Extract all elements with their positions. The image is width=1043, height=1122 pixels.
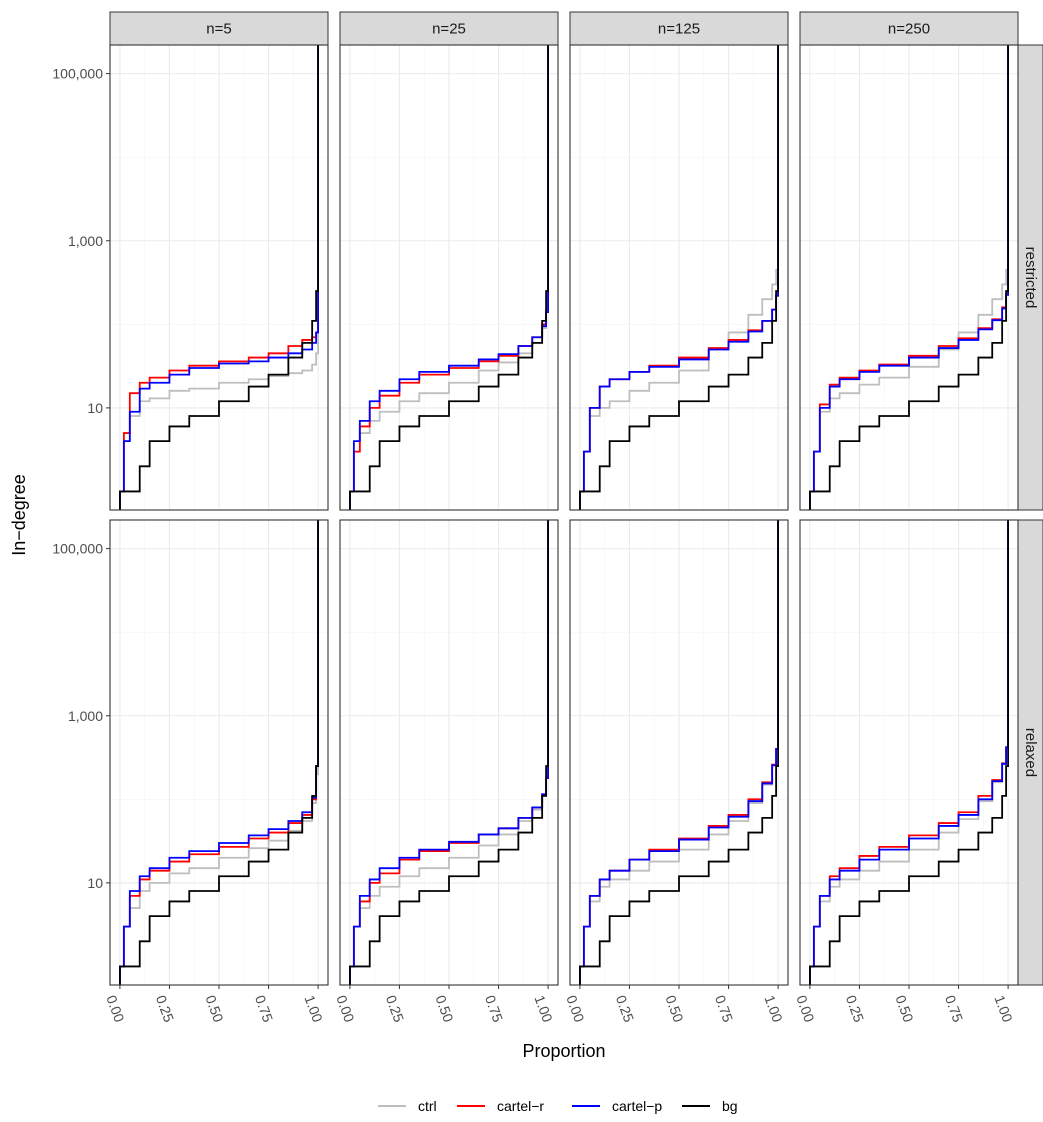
strip-background <box>1017 44 1043 511</box>
strip-background <box>569 11 789 46</box>
panel-border <box>339 44 559 511</box>
series-line-cartel-p <box>809 520 1009 985</box>
y-tick-label: 100,000 <box>52 541 103 557</box>
strip-label: restricted <box>1022 247 1039 309</box>
series-line-bg <box>809 45 1009 510</box>
legend-item-bg: bg <box>682 1098 738 1114</box>
strip-label: n=5 <box>206 21 231 38</box>
x-tick-label: 0.75 <box>482 993 506 1024</box>
x-tick-label: 0.75 <box>942 993 966 1024</box>
strip-background <box>799 11 1019 46</box>
y-axis-title: In−degree <box>9 474 29 556</box>
panel-border <box>109 44 329 511</box>
legend-item-cartel-p: cartel−p <box>572 1098 662 1114</box>
strip-label: n=25 <box>432 21 466 38</box>
facet-strip-restricted: restricted <box>1017 44 1043 511</box>
x-tick-label: 0.50 <box>432 993 456 1024</box>
series-line-bg <box>349 45 549 510</box>
series-line-cartel-r <box>809 45 1009 510</box>
x-tick-label: 0.00 <box>793 993 817 1024</box>
y-tick-label: 10 <box>87 875 103 891</box>
strip-label: relaxed <box>1022 728 1039 777</box>
series-line-bg <box>579 520 779 985</box>
x-tick-label: 0.00 <box>333 993 357 1024</box>
facet-strip-n-5: n=5 <box>109 11 329 46</box>
facet-strip-relaxed: relaxed <box>1017 519 1043 986</box>
x-tick-label: 0.50 <box>202 993 226 1024</box>
x-tick-label: 0.75 <box>252 993 276 1024</box>
legend-label: ctrl <box>418 1098 437 1114</box>
series-line-cartel-p <box>579 45 779 510</box>
facet-strip-n-25: n=25 <box>339 11 559 46</box>
series-line-bg <box>579 45 779 510</box>
series-line-cartel-p <box>349 520 549 985</box>
x-tick-label: 0.75 <box>712 993 736 1024</box>
x-tick-label: 1.00 <box>531 993 555 1024</box>
y-tick-label: 10 <box>87 400 103 416</box>
x-tick-label: 0.25 <box>153 993 177 1024</box>
x-tick-label: 1.00 <box>761 993 785 1024</box>
x-tick-label: 0.00 <box>103 993 127 1024</box>
y-tick-label: 1,000 <box>68 708 103 724</box>
strip-background <box>109 11 329 46</box>
x-tick-label: 0.25 <box>383 993 407 1024</box>
panel-restricted-n-5 <box>109 44 329 511</box>
series-line-cartel-p <box>809 45 1009 510</box>
panel-restricted-n-250 <box>799 44 1019 511</box>
x-tick-label: 0.50 <box>892 993 916 1024</box>
legend-label: cartel−r <box>497 1098 544 1114</box>
panel-relaxed-n-125 <box>569 519 789 986</box>
y-tick-label: 100,000 <box>52 66 103 82</box>
x-tick-label: 0.25 <box>613 993 637 1024</box>
legend-item-cartel-r: cartel−r <box>457 1098 544 1114</box>
strip-label: n=125 <box>658 21 700 38</box>
x-tick-label: 1.00 <box>301 993 325 1024</box>
strip-label: n=250 <box>888 21 930 38</box>
series-line-bg <box>809 520 1009 985</box>
series-line-bg <box>119 45 319 510</box>
x-tick-label: 0.00 <box>563 993 587 1024</box>
panel-restricted-n-125 <box>569 44 789 511</box>
series-line-bg <box>119 520 319 985</box>
panel-relaxed-n-5 <box>109 519 329 986</box>
series-line-bg <box>349 520 549 985</box>
panel-relaxed-n-250 <box>799 519 1019 986</box>
legend: ctrl cartel−r cartel−p bg <box>378 1098 738 1114</box>
panel-relaxed-n-25 <box>339 519 559 986</box>
x-axis-title: Proportion <box>522 1041 605 1061</box>
x-tick-label: 1.00 <box>991 993 1015 1024</box>
y-tick-label: 1,000 <box>68 233 103 249</box>
facet-strip-n-125: n=125 <box>569 11 789 46</box>
x-tick-label: 0.50 <box>662 993 686 1024</box>
strip-background <box>339 11 559 46</box>
panel-restricted-n-25 <box>339 44 559 511</box>
panel-border <box>569 44 789 511</box>
x-tick-label: 0.25 <box>843 993 867 1024</box>
legend-item-ctrl: ctrl <box>378 1098 437 1114</box>
legend-label: cartel−p <box>612 1098 662 1114</box>
legend-label: bg <box>722 1098 738 1114</box>
panel-border <box>799 44 1019 511</box>
series-line-cartel-p <box>579 520 779 985</box>
facet-strip-n-250: n=250 <box>799 11 1019 46</box>
